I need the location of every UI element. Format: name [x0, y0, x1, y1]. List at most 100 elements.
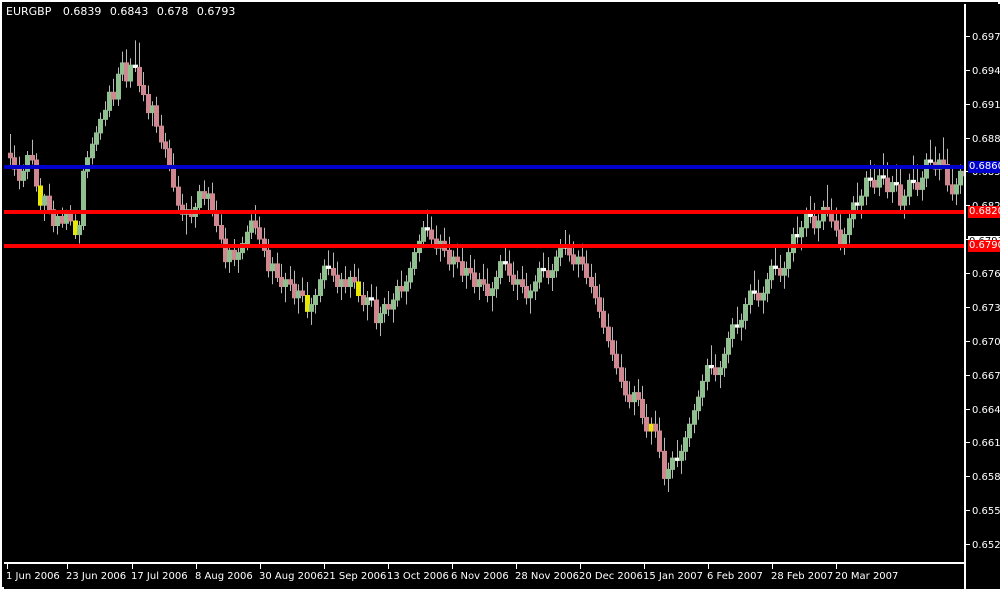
candle [240, 236, 245, 260]
candle [692, 403, 697, 434]
candle [447, 236, 452, 271]
price-tick: 0.6735 [966, 303, 1000, 314]
candle [632, 385, 637, 416]
candle [485, 268, 490, 303]
time-tick-mark [644, 564, 645, 569]
tick-mark [966, 340, 970, 342]
hline-support[interactable] [4, 243, 964, 248]
candle [38, 178, 43, 212]
price-axis[interactable]: 0.69750.69450.69150.68850.68550.68250.67… [964, 4, 1000, 589]
candle [120, 51, 125, 81]
candle [855, 182, 860, 212]
candle [589, 263, 594, 294]
candle [735, 306, 740, 334]
candle [864, 171, 869, 206]
candle [520, 266, 525, 294]
price-tick-label: 0.6645 [972, 404, 1000, 416]
candle [683, 431, 688, 461]
candle [197, 184, 202, 215]
time-axis[interactable]: 1 Jun 2006 23 Jun 2006 17 Jul 2006 8 Aug 20… [4, 562, 964, 589]
candle [941, 137, 946, 170]
hline-resistance-mid[interactable] [4, 209, 964, 214]
candle [765, 272, 770, 303]
candle [868, 160, 873, 188]
time-tick-mark [7, 564, 8, 569]
tick-mark [966, 374, 970, 376]
candle [748, 284, 753, 314]
candle [378, 306, 383, 337]
candle [111, 78, 116, 106]
candle [137, 42, 142, 93]
candle [8, 134, 13, 167]
candle [490, 281, 495, 312]
candle [206, 187, 211, 212]
time-tick-label: 28 Feb 2007 [771, 571, 834, 582]
candle [51, 200, 56, 233]
time-tick-label: 23 Jun 2006 [66, 571, 127, 582]
candle [584, 250, 589, 285]
candle [842, 227, 847, 255]
price-tick-label: 0.6615 [972, 438, 1000, 450]
candle [81, 166, 86, 231]
candle [778, 254, 783, 282]
time-tick-mark [260, 564, 261, 569]
candle [795, 216, 800, 244]
candle [924, 153, 929, 188]
candle [812, 202, 817, 235]
candle [288, 266, 293, 291]
candle [580, 243, 585, 271]
candle [687, 417, 692, 447]
price-tick: 0.6675 [966, 371, 1000, 382]
candle [116, 67, 121, 106]
candle [382, 297, 387, 323]
candle [494, 270, 499, 298]
candle [77, 220, 82, 244]
price-tick: 0.6885 [966, 134, 1000, 145]
candle [395, 279, 400, 307]
candle [477, 272, 482, 301]
candle [894, 164, 899, 192]
candle [438, 234, 443, 262]
time-tick-label: 21 Sep 2006 [323, 571, 387, 582]
candle [214, 200, 219, 233]
time-tick-mark [772, 564, 773, 569]
candle [743, 297, 748, 330]
candle [726, 331, 731, 364]
candle [576, 250, 581, 278]
price-marker-red[interactable]: 0.6790 [968, 239, 1000, 252]
candle [180, 193, 185, 221]
candle [184, 202, 189, 235]
candle [55, 211, 60, 235]
time-tick-mark [708, 564, 709, 569]
candle [614, 340, 619, 375]
candle [597, 284, 602, 319]
candle [541, 252, 546, 278]
candle [391, 293, 396, 323]
candle [915, 164, 920, 197]
candle [713, 354, 718, 382]
time-tick-mark [516, 564, 517, 569]
time-tick-label: 1 Jun 2006 [6, 571, 60, 582]
candle [498, 254, 503, 285]
candle [159, 114, 164, 149]
candle [73, 214, 78, 240]
candle [481, 263, 486, 291]
price-tick: 0.6945 [966, 66, 1000, 77]
price-tick-label: 0.6735 [972, 302, 1000, 314]
price-plot-area[interactable] [4, 20, 964, 562]
candle [68, 205, 73, 226]
candle [730, 318, 735, 348]
hline-resistance-upper[interactable] [4, 164, 964, 169]
candle [322, 259, 327, 289]
candle [881, 153, 886, 185]
candle [460, 248, 465, 282]
candle [146, 85, 151, 120]
candle [657, 417, 662, 459]
candle [249, 214, 254, 240]
candle [193, 202, 198, 228]
candle [386, 291, 391, 316]
tick-mark [966, 35, 970, 37]
candle [700, 374, 705, 407]
